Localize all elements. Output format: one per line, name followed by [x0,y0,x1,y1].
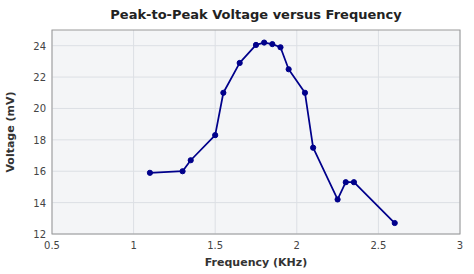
tick-label: 20 [33,103,46,114]
point [221,90,226,95]
line [150,43,395,223]
point [237,60,242,65]
point [188,158,193,163]
grid-line [52,171,460,172]
plot-frame [52,30,460,234]
tick-label: 18 [33,135,46,146]
grid-line [52,139,460,140]
point [343,180,348,185]
y-axis-label: Voltage (mV) [4,91,17,172]
x-axis-label: Frequency (KHz) [205,256,307,269]
tick-label: 16 [33,166,46,177]
plot-area [52,30,460,234]
tick-label: 24 [33,41,46,52]
point [351,180,356,185]
point [180,169,185,174]
point [213,133,218,138]
tick-label: 2 [294,240,300,251]
point [311,145,316,150]
tick-label: 1 [130,240,136,251]
tick-label: 0.5 [44,240,60,251]
grid-line [133,30,134,234]
tick-label: 12 [33,229,46,240]
axes: 12 14 16 18 20 22 24 0.5 1 1.5 2 2.5 3 [33,41,463,251]
tick-label: 22 [33,72,46,83]
tick-label: 1.5 [207,240,223,251]
point [253,42,258,47]
grid-line [52,108,460,109]
tick-label: 14 [33,198,46,209]
point [147,170,152,175]
title: Peak-to-Peak Voltage versus Frequency [110,7,402,22]
grid-line [378,30,379,234]
point [302,90,307,95]
point [270,42,275,47]
point [392,220,397,225]
grid-line [296,30,297,234]
point [278,45,283,50]
grid-line [52,202,460,203]
tick-label: 2.5 [370,240,386,251]
grid-line [52,77,460,78]
point [335,197,340,202]
tick-label: 3 [457,240,463,251]
grid [52,30,460,234]
point [262,40,267,45]
point [286,67,291,72]
chart: 12 14 16 18 20 22 24 0.5 1 1.5 2 2.5 3 Peak-to-Peak V… [0,0,474,274]
series [147,40,397,226]
